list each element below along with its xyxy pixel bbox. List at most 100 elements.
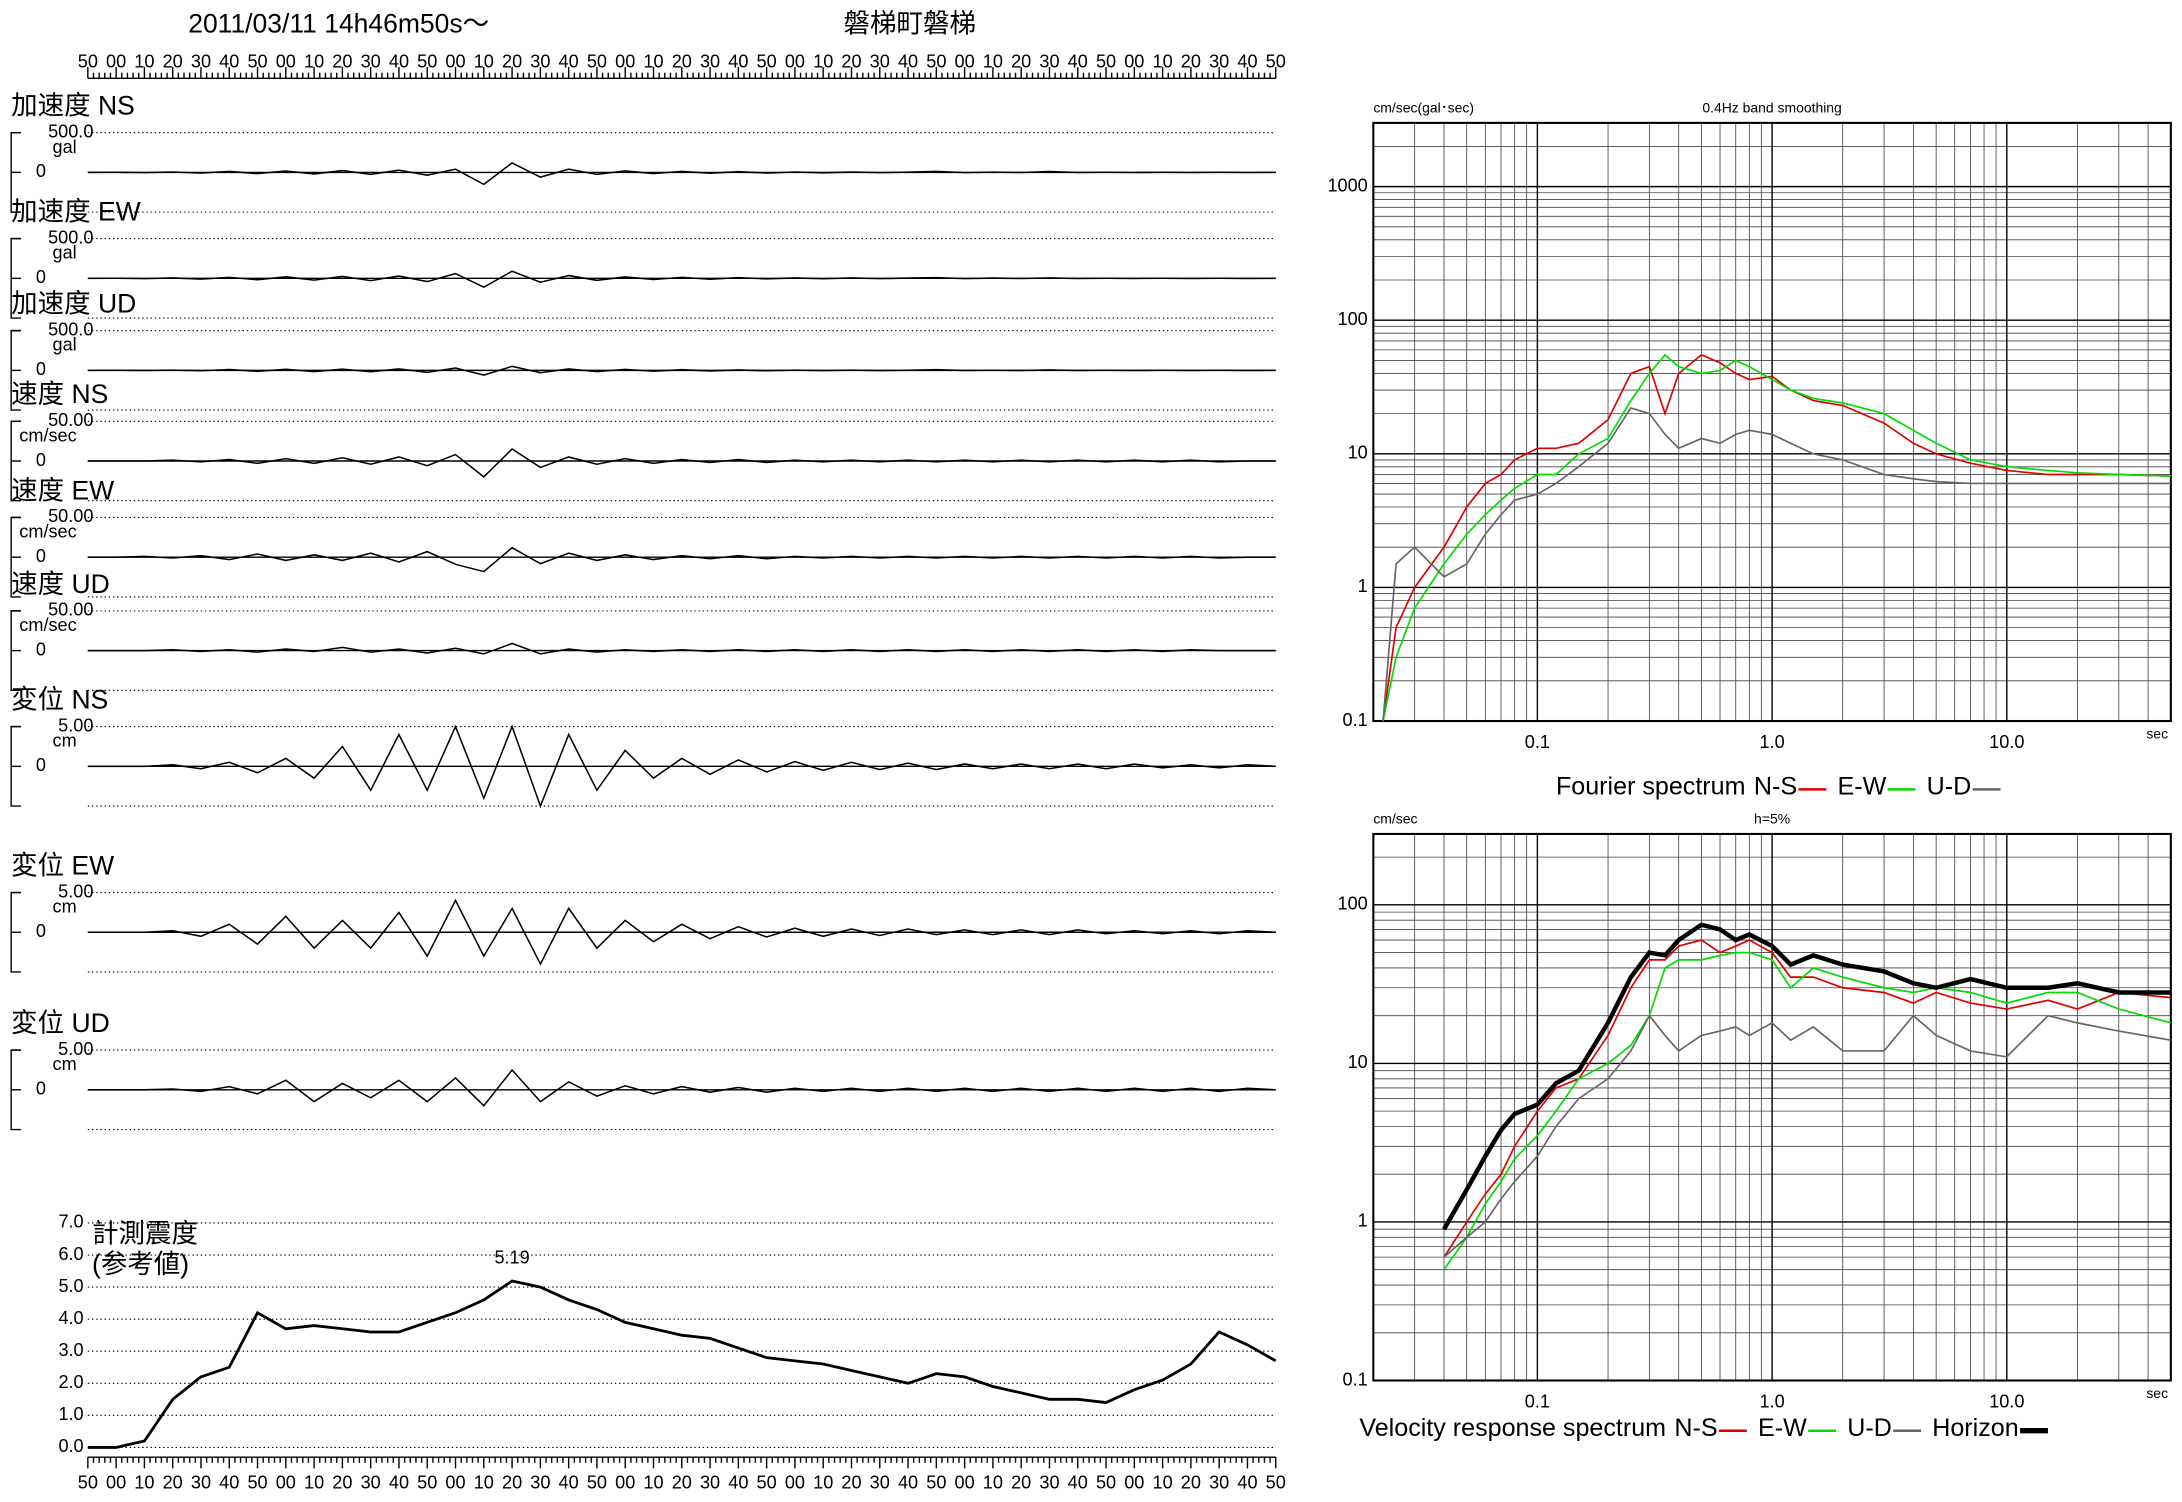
time-tick-label: 40 — [1237, 1472, 1257, 1492]
time-tick-label: 20 — [1181, 52, 1201, 72]
x-axis-label: sec — [2146, 726, 2168, 742]
intensity-line — [87, 1279, 1277, 1449]
time-tick-label: 10 — [983, 1472, 1003, 1492]
trace-unit: cm — [53, 1054, 77, 1074]
time-tick-label: 20 — [163, 1472, 183, 1492]
time-tick-label: 20 — [332, 52, 352, 72]
time-tick-label: 50 — [587, 1472, 607, 1492]
time-tick-label: 10 — [983, 52, 1003, 72]
x-tick-label: 0.1 — [1525, 732, 1550, 752]
y-tick-label: 6.0 — [58, 1244, 83, 1264]
time-tick-label: 30 — [700, 52, 720, 72]
chart-subtitle: (参考値) — [92, 1249, 189, 1279]
waveform — [87, 642, 1276, 655]
spectrum-line — [1443, 1014, 2171, 1258]
waveform — [87, 270, 1276, 288]
waveform — [87, 724, 1276, 809]
y-tick-label: 5.00 — [58, 715, 93, 735]
time-tick-label: 40 — [1068, 52, 1088, 72]
plot-frame — [1372, 832, 2172, 1382]
time-tick-label: 00 — [445, 1472, 465, 1492]
y-tick-label: 100 — [1338, 309, 1368, 329]
time-tick-label: 20 — [1181, 1472, 1201, 1492]
time-tick-label: 00 — [106, 52, 126, 72]
time-tick-label: 10 — [1153, 52, 1173, 72]
time-tick-label: 50 — [757, 1472, 777, 1492]
chart-title: 0.4Hz band smoothing — [1702, 100, 1841, 116]
trace-unit: gal — [53, 335, 77, 355]
time-tick-label: 10 — [474, 52, 494, 72]
legend-label: E-W — [1838, 773, 1887, 801]
time-tick-label: 20 — [672, 1472, 692, 1492]
y-tick-label: 500.0 — [48, 227, 93, 247]
y-tick-label: 0 — [36, 1079, 46, 1099]
waveform — [87, 1068, 1276, 1107]
time-tick-label: 40 — [898, 1472, 918, 1492]
y-tick-label: 0.0 — [58, 1436, 83, 1456]
time-tick-label: 40 — [728, 52, 748, 72]
trace-unit: gal — [53, 137, 77, 157]
time-tick-label: 20 — [841, 52, 861, 72]
y-axis-label: cm/sec — [1373, 811, 1417, 827]
y-tick-label: 500.0 — [48, 121, 93, 141]
trace-unit: cm/sec — [19, 425, 76, 445]
chart-title: 計測震度 — [92, 1219, 198, 1249]
time-tick-label: 10 — [304, 52, 324, 72]
time-tick-label: 00 — [955, 1472, 975, 1492]
time-tick-label: 30 — [870, 52, 890, 72]
time-tick-label: 00 — [276, 1472, 296, 1492]
waveform — [87, 365, 1276, 376]
legend-label: Horizon — [1932, 1414, 2018, 1442]
time-tick-label: 50 — [1096, 1472, 1116, 1492]
time-tick-label: 20 — [841, 1472, 861, 1492]
y-tick-label: 10 — [1348, 443, 1368, 463]
header-station: 磐梯町磐梯 — [844, 8, 976, 38]
legend-label: N-S — [1754, 773, 1797, 801]
time-tick-label: 10 — [134, 1472, 154, 1492]
time-tick-label: 50 — [78, 1472, 98, 1492]
time-tick-label: 50 — [78, 52, 98, 72]
time-tick-label: 00 — [1124, 52, 1144, 72]
x-tick-label: 0.1 — [1525, 1392, 1550, 1412]
time-tick-label: 30 — [1209, 1472, 1229, 1492]
legend-title: Velocity response spectrum — [1359, 1414, 1666, 1442]
time-tick-label: 20 — [163, 52, 183, 72]
trace-label: 加速度 NS — [11, 91, 135, 121]
legend-label: E-W — [1758, 1414, 1807, 1442]
time-tick-label: 00 — [276, 52, 296, 72]
trace-label: 加速度 EW — [11, 197, 140, 227]
time-tick-label: 30 — [700, 1472, 720, 1492]
time-tick-label: 00 — [955, 52, 975, 72]
spectrum-line — [1443, 951, 2172, 1271]
time-tick-label: 50 — [587, 52, 607, 72]
time-tick-label: 10 — [643, 1472, 663, 1492]
time-tick-label: 10 — [134, 52, 154, 72]
time-tick-label: 30 — [1209, 52, 1229, 72]
y-tick-label: 0 — [36, 546, 46, 566]
x-tick-label: 1.0 — [1759, 732, 1784, 752]
time-tick-label: 50 — [926, 52, 946, 72]
time-tick-label: 30 — [530, 52, 550, 72]
x-axis-label: sec — [2146, 1385, 2168, 1401]
time-tick-label: 30 — [870, 1472, 890, 1492]
legend-label: U-D — [1847, 1414, 1892, 1442]
y-tick-label: 500.0 — [48, 319, 93, 339]
y-tick-label: 3.0 — [58, 1340, 83, 1360]
y-tick-label: 1 — [1358, 1211, 1368, 1231]
y-tick-label: 1000 — [1327, 175, 1367, 195]
time-tick-label: 30 — [361, 52, 381, 72]
time-tick-label: 50 — [1096, 52, 1116, 72]
header-datetime: 2011/03/11 14h46m50s～ — [188, 8, 489, 38]
y-tick-label: 0 — [36, 639, 46, 659]
time-tick-label: 40 — [389, 1472, 409, 1492]
time-tick-label: 10 — [643, 52, 663, 72]
time-tick-label: 00 — [445, 52, 465, 72]
y-tick-label: 50.00 — [48, 410, 93, 430]
y-tick-label: 5.00 — [58, 881, 93, 901]
x-tick-label: 10.0 — [1989, 732, 2024, 752]
x-tick-label: 10.0 — [1989, 1392, 2024, 1412]
time-tick-label: 40 — [389, 52, 409, 72]
time-tick-label: 40 — [728, 1472, 748, 1492]
